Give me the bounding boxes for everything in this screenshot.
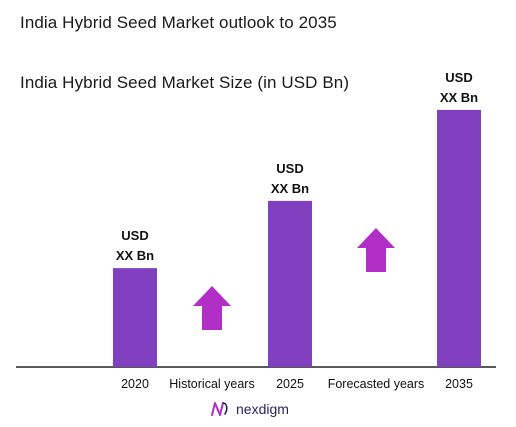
brand-name: nexdigm [236,401,289,417]
annotation-label-2: Forecasted years [328,377,425,391]
bar-2020 [113,268,157,367]
brand-logo: nexdigm [210,400,289,418]
bar-2035 [437,109,481,367]
x-tick-label-2020: 2020 [121,377,149,391]
x-tick-label-2025: 2025 [276,377,304,391]
bar-chart: USD XX Bn 2020 USD XX Bn 2025 USD XX Bn 2035 Hist… [16,70,496,391]
up-arrow-icon [193,286,231,330]
chart-title: India Hybrid Seed Market outlook to 2035 [20,13,337,32]
data-label-2020-line-1: USD [121,228,148,243]
bar-2025 [268,200,312,367]
data-label-2020-line-2: XX Bn [116,248,154,263]
x-tick-label-2035: 2035 [445,377,473,391]
chart-subtitle: India Hybrid Seed Market Size (in USD Bn… [20,73,350,92]
data-label-2035-line-1: USD [445,70,472,85]
nexdigm-logo-icon [211,402,228,416]
up-arrow-icon [357,228,395,272]
annotation-label-1: Historical years [169,377,254,391]
data-label-2025-line-2: XX Bn [271,181,309,196]
data-label-2035-line-2: XX Bn [440,90,478,105]
data-label-2025-line-1: USD [276,161,303,176]
